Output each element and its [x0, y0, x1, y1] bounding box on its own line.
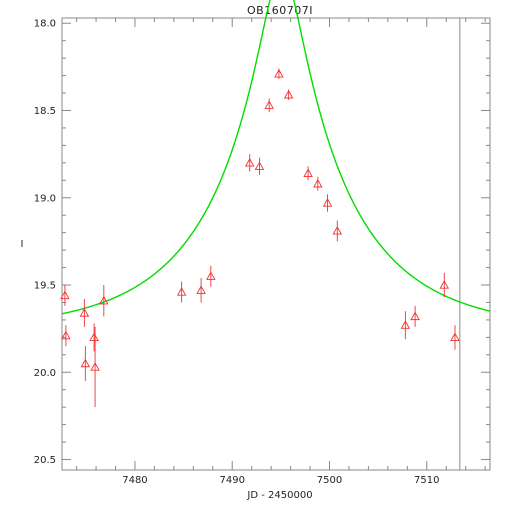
x-axis-label: JD - 2450000	[246, 490, 312, 501]
data-point	[450, 332, 460, 342]
plot-frame	[61, 17, 491, 471]
y-tick-label: 20.0	[34, 368, 56, 379]
data-point	[322, 198, 333, 207]
data-point	[400, 320, 411, 329]
data-point	[439, 280, 450, 289]
data-point	[206, 271, 216, 280]
data-point	[274, 68, 284, 78]
data-point	[89, 332, 99, 342]
y-tick-label: 19.5	[34, 281, 56, 292]
data-point	[332, 225, 343, 235]
data-point	[244, 157, 255, 167]
data-point	[90, 362, 100, 371]
x-tick-label: 7480	[122, 475, 147, 486]
model-curve	[61, 0, 491, 315]
y-tick-label: 18.0	[34, 19, 56, 30]
plot-area: 7480 7490 7500 7510 18.0 18.5 19.0 19.5 20.0 20.5	[34, 0, 491, 486]
y-axis-label: I	[21, 239, 24, 250]
data-point	[79, 308, 90, 317]
x-tick-label: 7510	[414, 475, 439, 486]
data-point	[196, 285, 206, 294]
data-point	[313, 178, 323, 188]
data-point	[61, 330, 71, 340]
data-point	[176, 287, 187, 296]
data-point	[60, 290, 70, 300]
y-tick-label: 20.5	[34, 455, 56, 466]
data-point	[410, 311, 420, 321]
data-point	[254, 161, 265, 170]
data-point	[303, 168, 313, 177]
data-point	[283, 89, 294, 99]
x-tick-label: 7490	[220, 475, 245, 486]
y-tick-label: 18.5	[34, 106, 56, 117]
data-point	[264, 100, 274, 109]
y-tick-label: 19.0	[34, 193, 56, 204]
chart-title: OB160707I	[247, 4, 313, 17]
data-point	[99, 295, 109, 305]
x-tick-label: 7500	[317, 475, 342, 486]
data-point	[80, 358, 91, 368]
